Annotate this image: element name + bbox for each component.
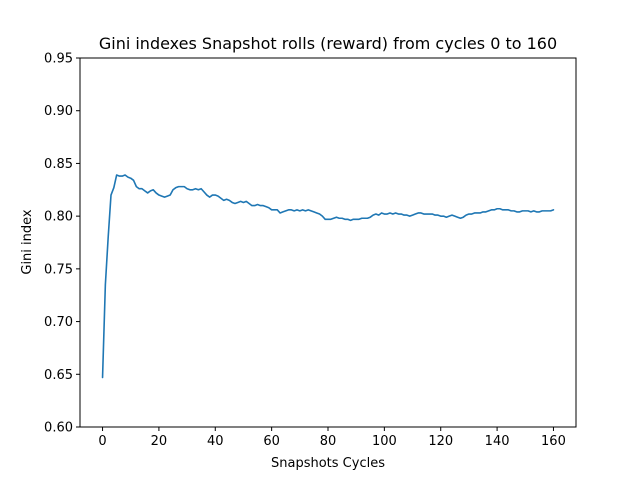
x-axis-ticks: 0 20 40 60 80 100 120 140 160	[98, 427, 566, 449]
x-tick-label: 100	[372, 434, 397, 449]
y-tick-label: 0.60	[44, 421, 73, 436]
x-tick-label: 140	[485, 434, 510, 449]
x-tick-label: 0	[98, 434, 106, 449]
y-tick-label: 0.95	[44, 52, 73, 67]
y-tick-label: 0.90	[44, 104, 73, 119]
x-axis-label: Snapshots Cycles	[271, 456, 385, 471]
y-tick-label: 0.75	[44, 262, 73, 277]
x-tick-label: 80	[320, 434, 337, 449]
series-line	[101, 174, 555, 379]
x-tick-label: 20	[151, 434, 168, 449]
x-tick-label: 40	[207, 434, 224, 449]
y-tick-label: 0.80	[44, 210, 73, 225]
y-axis-label: Gini index	[20, 209, 35, 275]
x-tick-label: 120	[428, 434, 453, 449]
y-tick-label: 0.65	[44, 368, 73, 383]
series-layer	[101, 174, 555, 379]
x-tick-label: 160	[541, 434, 566, 449]
plot-area-frame	[79, 57, 577, 428]
y-axis-ticks: 0.60 0.65 0.70 0.75 0.80 0.85 0.90 0.95	[44, 52, 80, 436]
x-tick-label: 60	[263, 434, 280, 449]
chart-title: Gini indexes Snapshot rolls (reward) fro…	[99, 34, 557, 53]
y-tick-label: 0.85	[44, 157, 73, 172]
y-tick-label: 0.70	[44, 315, 73, 330]
